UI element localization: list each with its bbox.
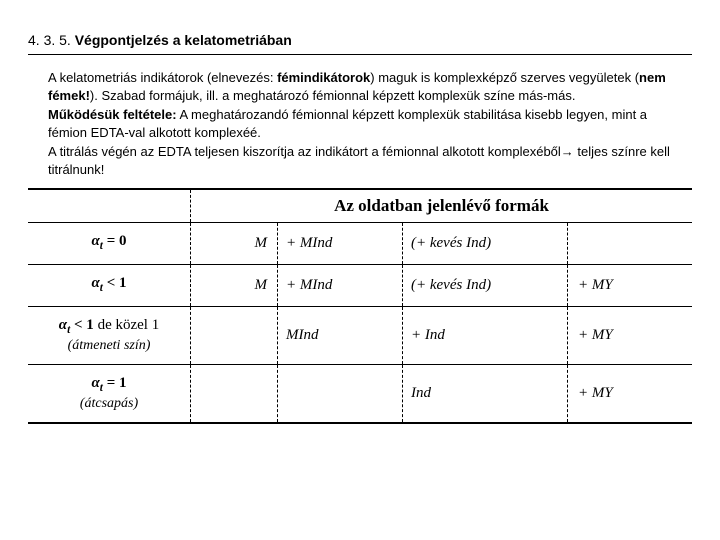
page: 4. 3. 5. Végpontjelzés a kelatometriában… <box>0 0 720 424</box>
species-cell <box>568 223 693 265</box>
species-cell <box>191 365 278 423</box>
forms-table: Az oldatban jelenlévő formák αt = 0M+ MI… <box>28 190 692 422</box>
table-row: αt < 1 de közel 1(átmeneti szín) MInd+ In… <box>28 307 692 365</box>
text-span: ). Szabad formájuk, ill. a meghatározó f… <box>90 88 576 103</box>
species-cell: M <box>191 265 278 307</box>
alpha-cell: αt < 1 de közel 1(átmeneti szín) <box>28 307 191 365</box>
table-row: αt = 1(átcsapás) Ind+ MY <box>28 365 692 423</box>
heading-rule <box>28 54 692 55</box>
paragraph-3: A titrálás végén az EDTA teljesen kiszor… <box>48 143 684 178</box>
text-bold: fémindikátorok <box>277 70 370 85</box>
alpha-cell: αt < 1 <box>28 265 191 307</box>
section-title: Végpontjelzés a kelatometriában <box>75 32 292 48</box>
species-cell: + MInd <box>278 265 403 307</box>
species-cell: + Ind <box>403 307 568 365</box>
paragraph-2: Működésük feltétele: A meghatározandó fé… <box>48 106 684 141</box>
table-body: αt = 0M+ MInd(+ kevés Ind)αt < 1M+ MInd(… <box>28 223 692 423</box>
section-heading: 4. 3. 5. Végpontjelzés a kelatometriában <box>28 32 692 50</box>
table-header-row: Az oldatban jelenlévő formák <box>28 190 692 223</box>
text-bold: Működésük feltétele: <box>48 107 177 122</box>
text-span: ) maguk is komplexképző szerves vegyület… <box>370 70 639 85</box>
species-cell: (+ kevés Ind) <box>403 265 568 307</box>
species-cell: Ind <box>403 365 568 423</box>
body-text: A kelatometriás indikátorok (elnevezés: … <box>48 69 684 178</box>
paragraph-1: A kelatometriás indikátorok (elnevezés: … <box>48 69 684 104</box>
forms-table-wrap: Az oldatban jelenlévő formák αt = 0M+ MI… <box>28 188 692 424</box>
species-cell: M <box>191 223 278 265</box>
table-row: αt = 0M+ MInd(+ kevés Ind) <box>28 223 692 265</box>
species-cell: + MY <box>568 365 693 423</box>
species-cell: (+ kevés Ind) <box>403 223 568 265</box>
species-cell: + MY <box>568 307 693 365</box>
species-cell <box>278 365 403 423</box>
species-cell: MInd <box>278 307 403 365</box>
table-header-title: Az oldatban jelenlévő formák <box>191 190 693 223</box>
text-span: A kelatometriás indikátorok (elnevezés: <box>48 70 277 85</box>
table-row: αt < 1M+ MInd(+ kevés Ind)+ MY <box>28 265 692 307</box>
alpha-cell: αt = 1(átcsapás) <box>28 365 191 423</box>
species-cell: + MInd <box>278 223 403 265</box>
section-number: 4. 3. 5. <box>28 32 75 48</box>
species-cell: + MY <box>568 265 693 307</box>
alpha-cell: αt = 0 <box>28 223 191 265</box>
species-cell <box>191 307 278 365</box>
table-header-blank <box>28 190 191 223</box>
